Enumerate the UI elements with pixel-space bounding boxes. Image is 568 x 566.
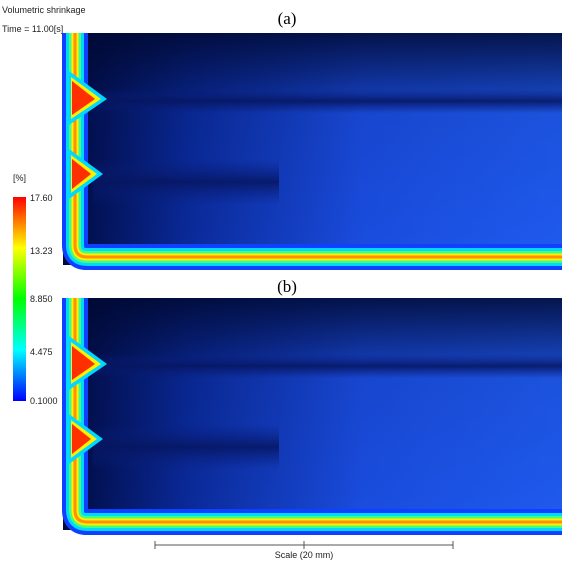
- legend-label: 8.850: [30, 294, 53, 304]
- legend-unit: [%]: [13, 173, 26, 183]
- plot-title: Volumetric shrinkage: [2, 5, 86, 15]
- color-bar: [13, 197, 26, 401]
- legend-label: 13.23: [30, 246, 53, 256]
- time-label: Time = 11.00[s]: [2, 24, 63, 34]
- scale-label: Scale (20 mm): [275, 550, 334, 560]
- legend-label: 17.60: [30, 193, 53, 203]
- simulation-panel: [63, 33, 562, 265]
- simulation-panel: [63, 298, 562, 530]
- panel-label: (a): [278, 9, 297, 28]
- legend-label: 4.475: [30, 347, 53, 357]
- legend-label: 0.1000: [30, 396, 58, 406]
- scale-bar: [154, 541, 454, 549]
- panel-label: (b): [277, 277, 297, 296]
